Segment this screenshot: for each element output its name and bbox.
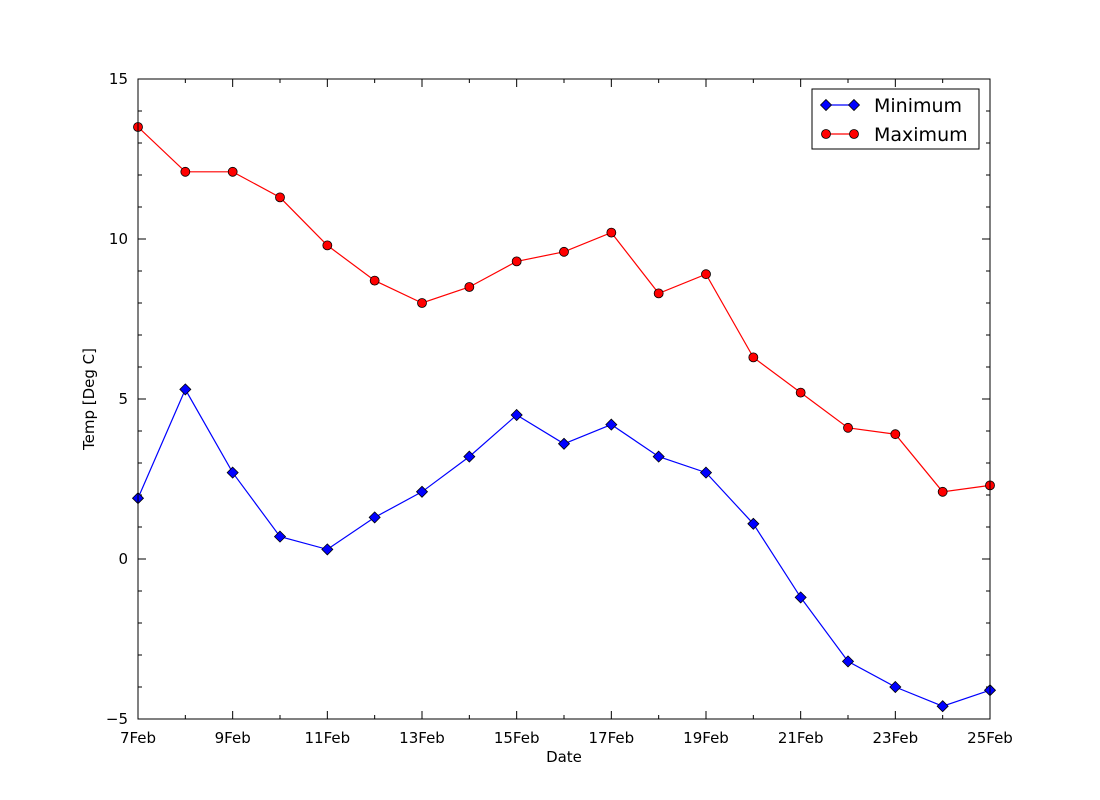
y-tick-label: 0: [118, 550, 128, 568]
series-minimum: [131, 383, 997, 713]
data-point-minimum: [794, 591, 807, 604]
x-tick-label: 23Feb: [873, 729, 919, 747]
data-point-minimum: [747, 517, 760, 530]
data-point-maximum: [180, 166, 191, 177]
data-point-maximum: [275, 192, 285, 203]
data-point-minimum: [557, 437, 571, 450]
data-point-minimum: [699, 466, 713, 479]
x-tick-label: 15Feb: [494, 729, 540, 747]
legend-label: Minimum: [874, 95, 962, 117]
data-point-maximum: [559, 246, 569, 257]
legend-box: [811, 88, 980, 150]
x-tick-label: 13Feb: [399, 729, 445, 747]
data-point-minimum: [226, 466, 239, 479]
y-tick-label: 5: [118, 390, 128, 408]
data-point-maximum: [511, 256, 522, 267]
legend-label: Maximum: [874, 124, 968, 146]
data-point-minimum: [321, 543, 334, 556]
data-point-minimum: [415, 485, 429, 498]
x-tick-label: 21Feb: [778, 729, 824, 747]
data-point-maximum: [701, 269, 711, 280]
data-point-minimum: [605, 418, 618, 431]
data-point-maximum: [937, 486, 948, 497]
x-tick-label: 17Feb: [589, 729, 635, 747]
data-point-minimum: [463, 450, 476, 463]
legend-entry-minimum: Minimum: [819, 95, 962, 117]
x-axis-title: Date: [546, 748, 582, 766]
data-point-maximum: [843, 422, 853, 433]
data-point-minimum: [510, 408, 523, 422]
series-layer: [131, 122, 997, 713]
y-tick-label: 15: [109, 70, 128, 88]
data-point-minimum: [273, 530, 287, 543]
x-tick-label: 7Feb: [120, 729, 156, 747]
data-point-minimum: [179, 383, 192, 396]
data-point-minimum: [841, 655, 855, 668]
tick-labels: 7Feb 9Feb 11Feb 13Feb 15Feb 17Feb 19Feb 21Feb 23…: [106, 70, 1013, 747]
x-tick-label: 25Feb: [967, 729, 1013, 747]
legend-marker: [819, 98, 833, 112]
data-point-maximum: [227, 166, 238, 177]
legend-marker: [821, 129, 831, 139]
data-point-minimum: [936, 700, 949, 713]
data-point-minimum: [889, 680, 902, 694]
y-tick-label: 10: [109, 230, 128, 248]
legend-marker: [847, 98, 861, 112]
data-point-maximum: [369, 275, 380, 286]
x-tick-label: 9Feb: [215, 729, 251, 747]
series-maximum: [133, 122, 995, 497]
legend: Minimum Maximum: [811, 88, 980, 150]
data-point-minimum: [368, 511, 381, 524]
x-tick-label: 19Feb: [683, 729, 729, 747]
legend-marker: [849, 129, 859, 139]
data-point-maximum: [322, 240, 333, 251]
x-tick-label: 11Feb: [305, 729, 351, 747]
data-point-minimum: [652, 450, 665, 463]
plot-area: [138, 79, 990, 719]
data-point-maximum: [890, 429, 901, 440]
y-tick-label: −5: [106, 710, 128, 728]
data-point-maximum: [606, 227, 617, 238]
data-point-maximum: [464, 282, 475, 292]
data-point-maximum: [795, 387, 806, 398]
y-axis-title: Temp [Deg C]: [80, 348, 98, 451]
plot-frame: [137, 78, 991, 720]
data-point-maximum: [417, 298, 427, 308]
data-point-maximum: [653, 288, 664, 299]
legend-entry-maximum: Maximum: [821, 124, 968, 146]
data-point-maximum: [748, 352, 759, 363]
